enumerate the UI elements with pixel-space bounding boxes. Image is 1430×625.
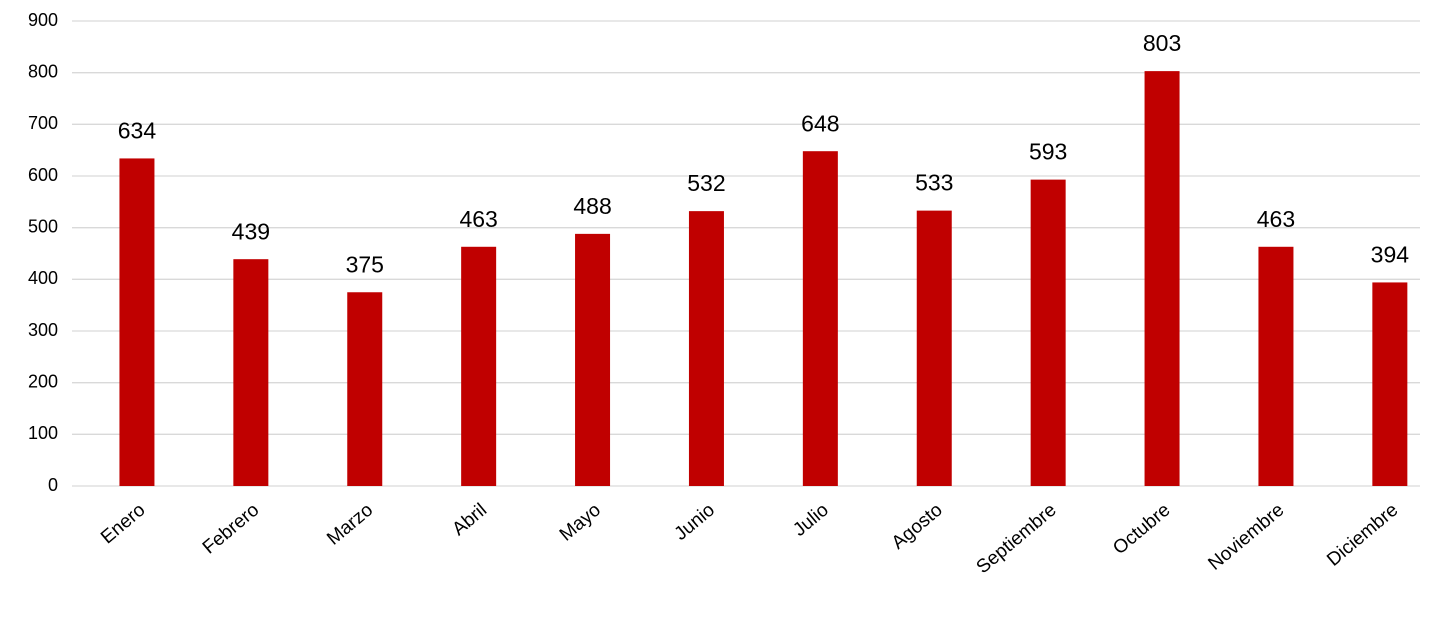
value-label: 488 bbox=[573, 193, 611, 219]
y-tick-label: 100 bbox=[28, 423, 58, 443]
y-tick-label: 0 bbox=[48, 475, 58, 495]
bar bbox=[575, 233, 611, 486]
y-tick-label: 900 bbox=[28, 10, 58, 30]
value-label: 375 bbox=[346, 251, 384, 277]
value-label: 648 bbox=[801, 110, 839, 136]
y-tick-label: 400 bbox=[28, 268, 58, 288]
bar bbox=[1144, 71, 1180, 486]
bar bbox=[233, 259, 269, 486]
x-tick-label: Junio bbox=[671, 500, 719, 545]
x-tick-label: Enero bbox=[97, 500, 149, 549]
bar bbox=[461, 246, 497, 486]
y-tick-label: 200 bbox=[28, 371, 58, 391]
x-tick-label: Marzo bbox=[323, 500, 377, 550]
value-label: 533 bbox=[915, 170, 953, 196]
y-tick-label: 800 bbox=[28, 61, 58, 81]
bar bbox=[119, 158, 155, 486]
y-tick-label: 500 bbox=[28, 216, 58, 236]
y-tick-label: 700 bbox=[28, 113, 58, 133]
value-label: 593 bbox=[1029, 139, 1067, 165]
x-tick-label: Octubre bbox=[1109, 500, 1174, 560]
bar bbox=[1030, 179, 1066, 486]
bar bbox=[347, 292, 383, 486]
x-tick-label: Julio bbox=[789, 500, 832, 541]
x-tick-label: Abril bbox=[448, 500, 491, 541]
x-tick-label: Mayo bbox=[556, 500, 605, 546]
value-label: 532 bbox=[687, 170, 725, 196]
bar bbox=[1372, 282, 1408, 486]
x-tick-label: Diciembre bbox=[1323, 500, 1402, 571]
x-tick-label: Agosto bbox=[888, 500, 947, 554]
value-label: 463 bbox=[459, 206, 497, 232]
value-label: 803 bbox=[1143, 30, 1181, 56]
bar bbox=[688, 211, 724, 486]
bar bbox=[1258, 246, 1294, 486]
x-tick-label: Febrero bbox=[199, 500, 263, 559]
x-tick-label: Noviembre bbox=[1205, 500, 1289, 575]
x-tick-label: Septiembre bbox=[973, 500, 1061, 579]
y-tick-label: 600 bbox=[28, 165, 58, 185]
value-label: 439 bbox=[232, 218, 270, 244]
bar bbox=[916, 210, 952, 486]
value-label: 463 bbox=[1257, 206, 1295, 232]
value-label: 634 bbox=[118, 118, 157, 144]
value-label: 394 bbox=[1371, 242, 1410, 268]
y-tick-label: 300 bbox=[28, 320, 58, 340]
bar bbox=[802, 151, 838, 486]
